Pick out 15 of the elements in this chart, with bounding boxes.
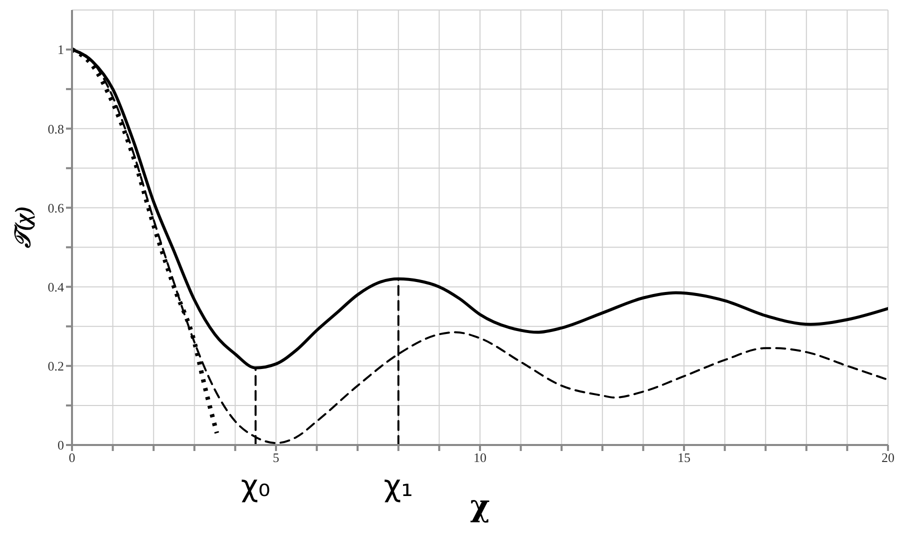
y-tick-label: 0.8 (48, 121, 64, 136)
x-tick-label: 10 (474, 450, 486, 466)
annotation: χ₀ (240, 469, 272, 504)
y-tick-label: 1 (58, 42, 64, 58)
y-tick-label: 0.6 (48, 200, 64, 216)
x-tick-label: 20 (882, 450, 894, 466)
x-axis-title: χ (469, 489, 491, 524)
y-axis-title: 𝒯(χ) (10, 206, 36, 248)
y-tick-label: 0.4 (48, 279, 64, 294)
x-tick-label: 5 (272, 450, 280, 466)
x-tick-label: 15 (678, 450, 690, 466)
x-tick-label: 0 (68, 450, 76, 466)
y-tick-label: 0.2 (48, 358, 64, 374)
y-tick-label: 0 (58, 438, 64, 453)
annotation: χ₁ (382, 469, 414, 504)
